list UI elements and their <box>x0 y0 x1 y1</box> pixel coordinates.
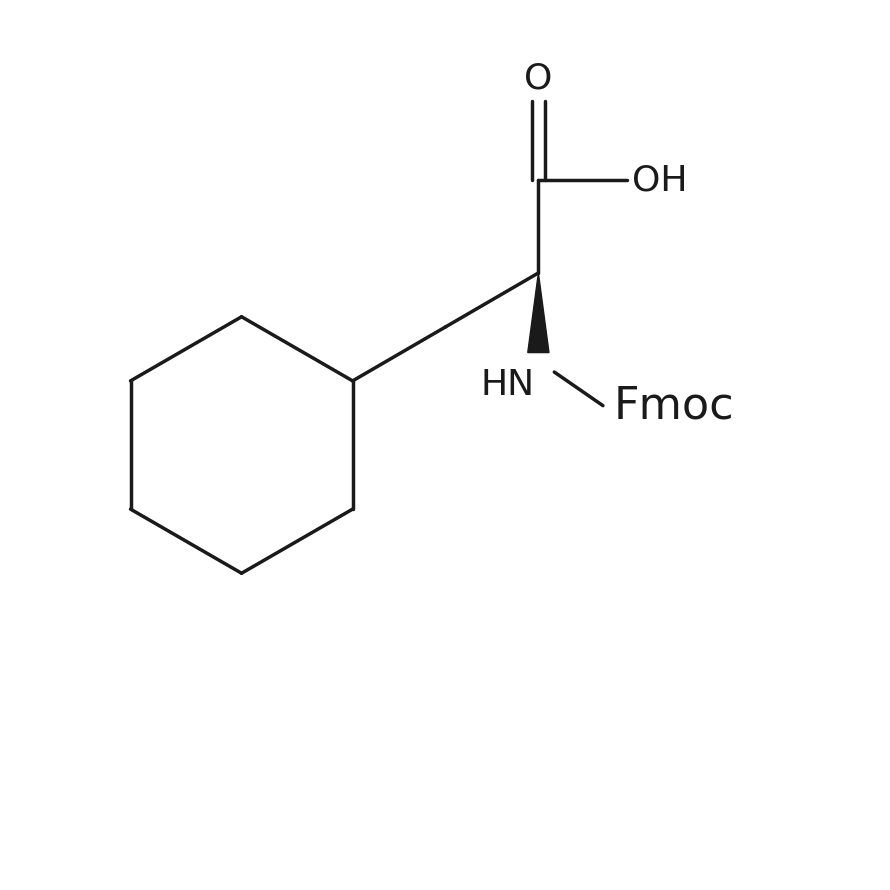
Text: OH: OH <box>632 163 688 197</box>
Text: Fmoc: Fmoc <box>613 384 734 427</box>
Text: O: O <box>524 61 553 95</box>
Polygon shape <box>528 273 549 352</box>
Text: HN: HN <box>481 368 535 402</box>
